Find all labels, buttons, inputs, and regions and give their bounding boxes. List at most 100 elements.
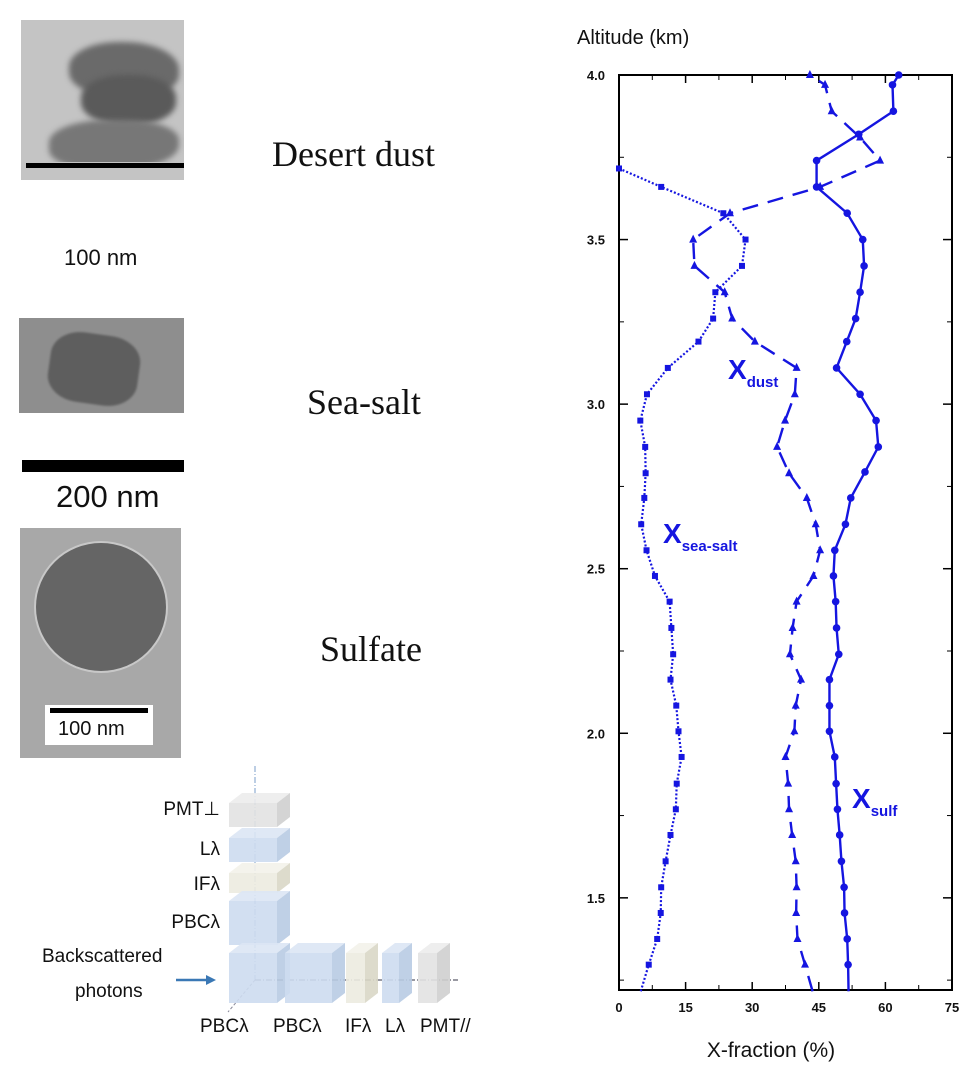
data-point-dust bbox=[785, 649, 794, 658]
data-point-sea-salt bbox=[670, 651, 677, 658]
data-point-sea-salt bbox=[712, 289, 719, 296]
sulfate-scale-label: 100 nm bbox=[58, 718, 125, 740]
data-point-sea-salt bbox=[667, 676, 674, 683]
data-point-sea-salt bbox=[720, 210, 727, 217]
data-point-sulf bbox=[851, 314, 860, 323]
data-point-sea-salt bbox=[658, 183, 665, 190]
data-point-sea-salt bbox=[657, 909, 664, 916]
data-point-sea-salt bbox=[641, 494, 648, 501]
data-point-dust bbox=[785, 468, 794, 477]
x-tick-label: 0 bbox=[615, 1000, 622, 1015]
data-point-sulf bbox=[837, 857, 846, 866]
data-point-sea-salt bbox=[675, 728, 682, 735]
data-point-sulf bbox=[894, 71, 903, 79]
data-point-sulf bbox=[841, 520, 850, 529]
y-axis-label: Altitude (km) bbox=[577, 27, 689, 49]
data-point-dust bbox=[784, 778, 793, 787]
sea-salt-label: Sea-salt bbox=[307, 382, 421, 422]
series-sea-salt bbox=[616, 165, 749, 992]
data-point-sea-salt bbox=[616, 165, 622, 172]
y-tick-label: 3.0 bbox=[587, 397, 605, 412]
data-point-sulf bbox=[832, 779, 840, 788]
sea-salt-scale-bar bbox=[22, 460, 184, 472]
data-point-sea-salt bbox=[672, 806, 679, 813]
data-point-sea-salt bbox=[642, 470, 649, 477]
data-point-dust bbox=[791, 700, 800, 709]
sea-salt-scale-label: 200 nm bbox=[56, 479, 160, 514]
data-point-dust bbox=[801, 959, 810, 968]
data-point-dust bbox=[791, 856, 800, 865]
data-point-sea-salt bbox=[662, 858, 669, 865]
y-tick-label: 1.5 bbox=[587, 891, 605, 906]
data-point-dust bbox=[811, 519, 820, 528]
data-point-sulf bbox=[842, 337, 851, 346]
data-point-sea-salt bbox=[742, 236, 749, 243]
data-point-dust bbox=[856, 132, 865, 141]
data-point-dust bbox=[689, 234, 698, 243]
data-point-dust bbox=[816, 545, 825, 554]
data-point-sulf bbox=[856, 288, 864, 297]
data-point-dust bbox=[790, 389, 799, 398]
data-point-sulf bbox=[830, 753, 839, 761]
data-point-dust bbox=[728, 313, 737, 322]
x-tick-label: 75 bbox=[945, 1000, 959, 1015]
data-point-sulf bbox=[840, 909, 849, 917]
data-point-sea-salt bbox=[645, 961, 652, 968]
desert-dust-scale-label: 100 nm bbox=[64, 245, 138, 270]
data-point-sea-salt bbox=[738, 262, 745, 269]
data-point-dust bbox=[788, 622, 797, 631]
data-point-sea-salt bbox=[651, 572, 658, 579]
data-point-sulf bbox=[830, 546, 839, 555]
data-point-dust bbox=[821, 79, 830, 88]
data-point-sulf bbox=[825, 675, 834, 684]
data-point-sea-salt bbox=[695, 338, 702, 345]
data-point-dust bbox=[805, 70, 814, 78]
data-point-sea-salt bbox=[643, 391, 650, 398]
data-point-dust bbox=[827, 106, 836, 115]
data-point-dust bbox=[781, 415, 790, 424]
data-point-dust bbox=[788, 829, 797, 838]
data-point-dust bbox=[726, 208, 734, 217]
data-point-sulf bbox=[840, 883, 848, 892]
x-tick-label: 30 bbox=[745, 1000, 759, 1015]
y-tick-label: 4.0 bbox=[587, 68, 605, 83]
data-point-sulf bbox=[874, 443, 883, 451]
data-point-sulf bbox=[889, 107, 898, 116]
data-point-dust bbox=[773, 441, 782, 450]
series-line-sulf bbox=[815, 74, 900, 992]
data-point-sulf bbox=[832, 624, 841, 632]
data-point-sea-salt bbox=[664, 364, 671, 371]
x-axis-label: X-fraction (%) bbox=[707, 1039, 835, 1062]
data-point-sea-salt bbox=[642, 443, 649, 450]
data-point-sea-salt bbox=[710, 315, 717, 322]
data-point-dust bbox=[792, 596, 801, 605]
data-point-sea-salt bbox=[666, 598, 673, 605]
data-point-dust bbox=[792, 362, 801, 371]
data-point-sulf bbox=[888, 81, 897, 89]
data-point-dust bbox=[785, 804, 794, 813]
data-point-dust bbox=[781, 751, 790, 760]
data-point-sea-salt bbox=[678, 753, 685, 760]
data-point-sulf bbox=[843, 935, 852, 943]
data-point-sulf bbox=[812, 156, 821, 165]
sulfate-label: Sulfate bbox=[320, 629, 422, 669]
data-point-sulf bbox=[825, 727, 834, 736]
data-point-sulf bbox=[834, 650, 843, 659]
data-point-sulf bbox=[829, 572, 838, 580]
data-point-sulf bbox=[872, 416, 880, 425]
data-point-dust bbox=[750, 336, 759, 345]
sulfate-tem-image bbox=[20, 528, 181, 758]
data-point-sea-salt bbox=[643, 547, 650, 554]
data-point-sulf bbox=[858, 235, 867, 244]
data-point-sea-salt bbox=[658, 884, 665, 891]
data-point-dust bbox=[790, 726, 799, 735]
desert-dust-tem-image bbox=[21, 20, 184, 270]
sea-salt-tem-image bbox=[19, 318, 184, 413]
series-label-dust: Xdust bbox=[728, 354, 778, 391]
data-point-sulf bbox=[843, 209, 852, 218]
data-point-dust bbox=[816, 181, 825, 190]
series-label-sulf: Xsulf bbox=[852, 783, 898, 820]
data-point-sulf bbox=[860, 262, 868, 270]
data-point-sulf bbox=[861, 468, 869, 476]
